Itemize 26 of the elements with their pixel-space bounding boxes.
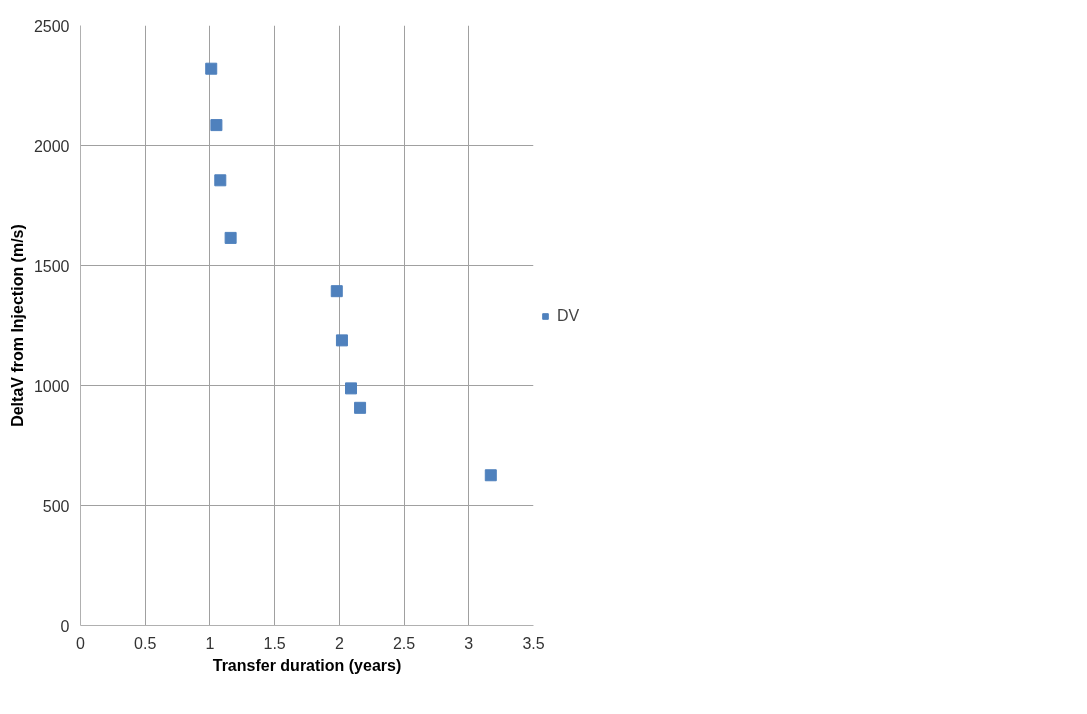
point [345, 382, 358, 395]
x-tick-label: 1 [205, 634, 215, 652]
x-tick-label: 0.5 [134, 634, 157, 652]
y-tick-label: 0 [60, 617, 70, 635]
y-tick-label: 500 [42, 497, 70, 515]
legend-label: DV [557, 307, 580, 325]
point [335, 334, 348, 347]
y-tick-label: 1500 [33, 257, 70, 275]
y-tick-label: 2000 [33, 137, 70, 155]
point [205, 62, 218, 75]
x-tick-label: 0 [76, 634, 86, 652]
y-tick-label: 2500 [33, 17, 70, 35]
point [210, 119, 223, 132]
y-axis-title: DeltaV from Injection (m/s) [8, 224, 26, 427]
point [214, 174, 227, 187]
x-tick-label: 2 [334, 634, 344, 652]
point [354, 401, 367, 414]
x-tick-label: 1.5 [263, 634, 286, 652]
point [330, 285, 343, 298]
x-tick-label: 2.5 [392, 634, 416, 652]
x-tick-label: 3 [464, 634, 474, 652]
x-axis-title: Transfer duration (years) [212, 656, 402, 674]
x-tick-label: 3.5 [522, 634, 545, 652]
point [484, 469, 497, 482]
y-tick-label: 1000 [33, 377, 70, 395]
point [224, 231, 237, 244]
